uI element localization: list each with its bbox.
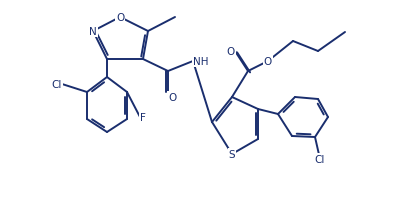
- Text: N: N: [89, 27, 97, 37]
- Text: S: S: [229, 149, 235, 159]
- Text: O: O: [168, 93, 176, 102]
- Text: O: O: [264, 57, 272, 67]
- Text: Cl: Cl: [52, 80, 62, 90]
- Text: Cl: Cl: [315, 154, 325, 164]
- Text: F: F: [140, 112, 146, 122]
- Text: O: O: [227, 47, 235, 57]
- Text: O: O: [116, 13, 124, 23]
- Text: NH: NH: [193, 57, 209, 67]
